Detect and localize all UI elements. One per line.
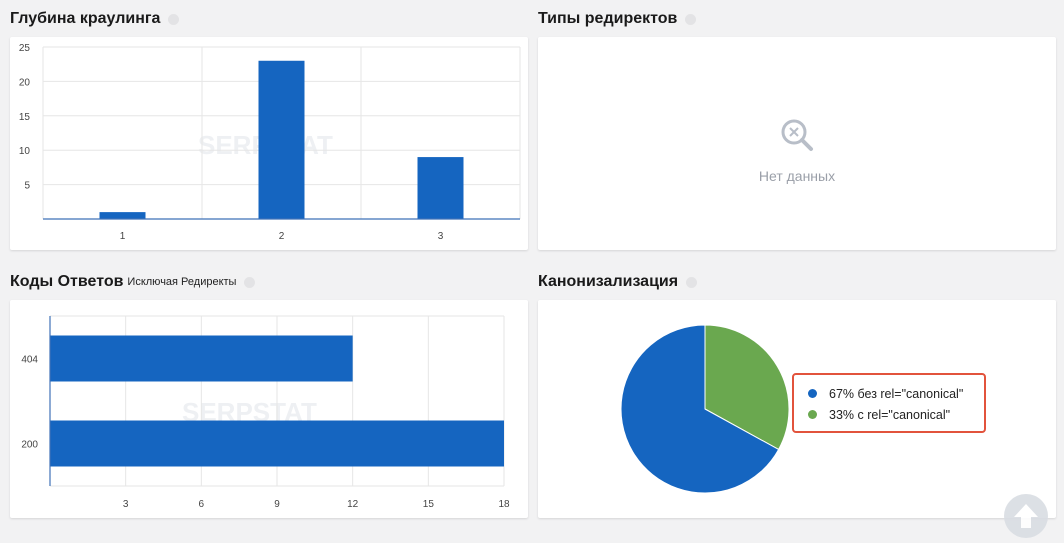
search-icon [781, 119, 813, 151]
legend-label: 67% без rel="canonical" [829, 386, 964, 401]
x-tick-label: 3 [123, 499, 129, 510]
x-tick-label: 15 [423, 499, 435, 510]
response-codes-title: Коды Ответов [10, 273, 124, 290]
bar [50, 335, 353, 382]
x-tick-label: 1 [120, 231, 126, 242]
response-codes-subtitle: Исключая Редиректы [127, 276, 237, 288]
canonical-title-row: Канонизализация [538, 273, 698, 291]
canonical-card: 67% без rel="canonical" 33% с rel="canon… [538, 300, 1056, 518]
x-tick-label: 18 [498, 499, 510, 510]
redirect-types-title-row: Типы редиректов [538, 10, 697, 28]
bar [50, 420, 504, 467]
bar [417, 157, 464, 219]
legend-item[interactable]: 67% без rel="canonical" [808, 383, 984, 404]
legend-swatch [808, 389, 817, 398]
x-tick-label: 9 [274, 499, 280, 510]
bar [258, 60, 305, 219]
y-tick-label: 10 [19, 146, 31, 157]
no-data-placeholder: Нет данных [538, 115, 1056, 184]
bar [99, 212, 146, 219]
info-icon[interactable] [168, 13, 180, 25]
canonical-pie-chart [620, 324, 790, 494]
y-tick-label: 200 [21, 440, 38, 451]
y-tick-label: 20 [19, 77, 31, 88]
no-data-text: Нет данных [758, 168, 836, 184]
x-tick-label: 3 [438, 231, 444, 242]
arrow-up-icon [1014, 504, 1038, 528]
legend-label: 33% с rel="canonical" [829, 407, 951, 422]
x-tick-label: 12 [347, 499, 359, 510]
scroll-to-top-button[interactable] [1004, 494, 1048, 538]
pie-legend: 67% без rel="canonical" 33% с rel="canon… [792, 373, 986, 433]
canonical-title: Канонизализация [538, 273, 679, 290]
redirect-types-card: Нет данных [538, 37, 1056, 250]
info-icon[interactable] [685, 13, 697, 25]
info-icon[interactable] [244, 276, 256, 288]
x-tick-label: 6 [199, 499, 205, 510]
info-icon[interactable] [686, 276, 698, 288]
crawl-depth-title-row: Глубина краулинга [10, 10, 180, 28]
y-tick-label: 404 [21, 355, 38, 366]
legend-swatch [808, 410, 817, 419]
crawl-depth-title: Глубина краулинга [10, 10, 161, 27]
y-tick-label: 5 [24, 181, 30, 192]
response-codes-title-row: Коды Ответов Исключая Редиректы [10, 273, 256, 291]
x-tick-label: 2 [279, 231, 285, 242]
y-tick-label: 25 [19, 43, 31, 54]
y-tick-label: 15 [19, 112, 31, 123]
pie-slice [704, 324, 790, 451]
redirect-types-title: Типы редиректов [538, 10, 678, 27]
legend-item[interactable]: 33% с rel="canonical" [808, 404, 984, 425]
pie-slice [620, 324, 780, 494]
response-codes-card: SERPSTAT 3 6 9 12 15 18 404 200 [10, 300, 528, 518]
